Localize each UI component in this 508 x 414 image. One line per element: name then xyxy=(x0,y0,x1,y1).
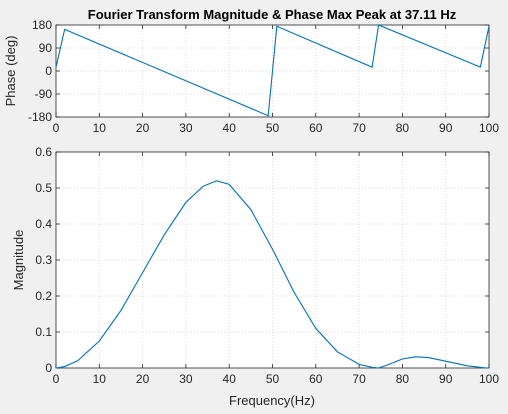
magnitude-y-tick-label: 0.3 xyxy=(35,253,52,267)
phase-y-tick-label: 90 xyxy=(39,41,53,55)
phase-x-tick-label: 60 xyxy=(309,121,323,135)
phase-x-tick-label: 80 xyxy=(396,121,410,135)
magnitude-x-tick-label: 20 xyxy=(136,372,150,386)
magnitude-x-tick-label: 30 xyxy=(179,372,193,386)
magnitude-x-tick-label: 10 xyxy=(93,372,107,386)
phase-x-tick-label: 30 xyxy=(179,121,193,135)
magnitude-x-axis-label: Frequency(Hz) xyxy=(229,393,315,408)
phase-y-tick-label: -180 xyxy=(28,110,52,124)
phase-x-tick-label: 100 xyxy=(479,121,499,135)
magnitude-y-tick-label: 0.1 xyxy=(35,325,52,339)
magnitude-axes: 0 10 20 30 40 50 60 70 80 90 100 0 0.1 0.2 0.3 0.4 0.5 0.… xyxy=(11,145,499,408)
magnitude-x-tick-label: 40 xyxy=(223,372,237,386)
phase-x-tick-label: 20 xyxy=(136,121,150,135)
magnitude-y-tick-label: 0.6 xyxy=(35,145,52,159)
magnitude-x-tick-label: 50 xyxy=(266,372,280,386)
magnitude-y-tick-label: 0 xyxy=(45,361,52,375)
magnitude-x-tick-label: 0 xyxy=(53,372,60,386)
magnitude-y-tick-label: 0.4 xyxy=(35,217,52,231)
phase-y-tick-label: 180 xyxy=(32,18,52,32)
phase-x-tick-label: 40 xyxy=(223,121,237,135)
phase-series-line xyxy=(55,24,490,117)
magnitude-x-tick-label: 100 xyxy=(479,372,499,386)
phase-x-tick-label: 10 xyxy=(93,121,107,135)
magnitude-x-tick-label: 60 xyxy=(309,372,323,386)
magnitude-series-line xyxy=(55,180,490,369)
phase-x-tick-label: 0 xyxy=(53,121,60,135)
phase-y-tick-label: 0 xyxy=(45,64,52,78)
magnitude-tick-labels: 0 10 20 30 40 50 60 70 80 90 100 0 0.1 0.2 0.3 0.4 0.5 0.… xyxy=(35,145,499,386)
phase-x-tick-label: 90 xyxy=(439,121,453,135)
phase-tick-labels: 0 10 20 30 40 50 60 70 80 90 100 -180 -90 0 90 180 xyxy=(28,18,499,135)
phase-axes: 0 10 20 30 40 50 60 70 80 90 100 -180 -90 0 90 180 Phas… xyxy=(3,18,499,135)
phase-x-tick-label: 50 xyxy=(266,121,280,135)
phase-y-axis-label: Phase (deg) xyxy=(3,36,18,107)
magnitude-y-tick-label: 0.2 xyxy=(35,289,52,303)
magnitude-x-tick-label: 70 xyxy=(352,372,366,386)
magnitude-x-tick-label: 80 xyxy=(396,372,410,386)
phase-x-tick-label: 70 xyxy=(352,121,366,135)
phase-y-tick-label: -90 xyxy=(35,87,53,101)
magnitude-y-axis-label: Magnitude xyxy=(11,230,26,291)
magnitude-grid xyxy=(56,152,489,368)
chart-title: Fourier Transform Magnitude & Phase Max … xyxy=(88,7,457,22)
magnitude-x-tick-label: 90 xyxy=(439,372,453,386)
magnitude-y-tick-label: 0.5 xyxy=(35,181,52,195)
